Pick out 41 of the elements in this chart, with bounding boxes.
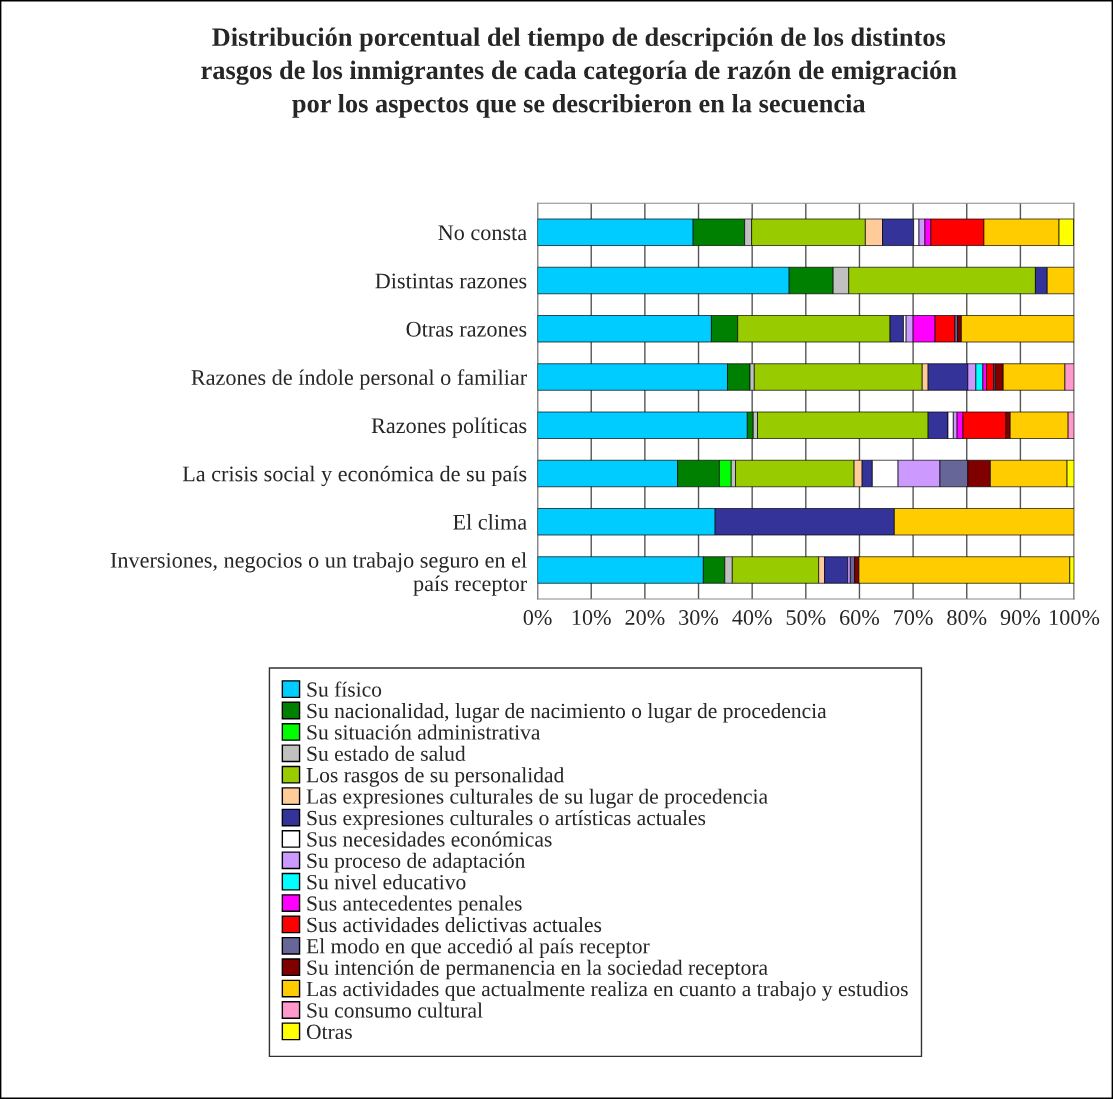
legend-label: Su físico xyxy=(307,681,382,697)
x-tick-label: 90% xyxy=(1000,610,1041,626)
legend-label: Sus necesidades económicas xyxy=(307,831,552,847)
legend-label: Sus actividades delictivas actuales xyxy=(307,916,602,933)
y-tick-label: El clima xyxy=(453,514,527,530)
x-tick-label: 0% xyxy=(523,610,552,626)
x-tick-label: 100% xyxy=(1050,610,1100,626)
chart-title: Distribución porcentual del tiempo de descripción de los distintos rasgos de los inmigrantes de cada categoría de razón de emigración por los aspectos que se describieron en la secuencia xyxy=(201,27,957,118)
legend-label: Su nacionalidad, lugar de nacimiento o lugar de procedencia xyxy=(307,703,827,723)
legend-label: Su intención de permanencia en la sociedad receptora xyxy=(307,959,768,980)
legend-label: Los rasgos de su personalidad xyxy=(306,767,565,787)
x-tick-label: 60% xyxy=(840,610,880,626)
legend-label: Su consumo cultural xyxy=(307,1002,483,1018)
bar xyxy=(961,315,1075,343)
y-tick-label: Razones políticas xyxy=(371,417,527,438)
y-tick-label: Otras razones xyxy=(406,321,527,337)
x-tick-label: 30% xyxy=(679,610,719,626)
y-tick-label: Inversiones, negocios o un trabajo seguro en el país receptor xyxy=(110,552,527,596)
y-tick-label: No consta xyxy=(438,225,527,241)
legend-label: Su proceso de adaptación xyxy=(307,852,526,873)
x-tick-label: 70% xyxy=(894,610,933,626)
y-tick-label: La crisis social y económica de su país xyxy=(182,465,527,487)
y-tick-label: Distintas razones xyxy=(375,273,527,289)
x-tick-label: 80% xyxy=(947,610,987,626)
legend-label: Su nivel educativo xyxy=(307,874,466,890)
legend-label: Su estado de salud xyxy=(307,745,466,761)
x-tick-label: 10% xyxy=(572,610,611,626)
bar xyxy=(753,363,923,391)
legend-label: Las expresiones culturales de su lugar de procedencia xyxy=(306,788,768,809)
legend-label: Sus expresiones culturales o artísticas actuales xyxy=(307,810,706,830)
legend-label: Su situación administrativa xyxy=(307,724,541,740)
legend-label: Sus antecedentes penales xyxy=(307,895,522,916)
legend-label: Las actividades que actualmente realiza en cuanto a trabajo y estudios xyxy=(306,981,908,1001)
bar xyxy=(858,556,1071,584)
legend-label: El modo en que accedió al país receptor xyxy=(306,938,650,958)
x-tick-label: 40% xyxy=(732,610,772,626)
x-tick-label: 50% xyxy=(786,610,826,626)
legend-label: Otras xyxy=(306,1024,352,1040)
bar xyxy=(986,363,994,391)
x-tick-label: 20% xyxy=(625,610,665,626)
y-tick-label: Razones de índole personal o familiar xyxy=(191,369,527,390)
